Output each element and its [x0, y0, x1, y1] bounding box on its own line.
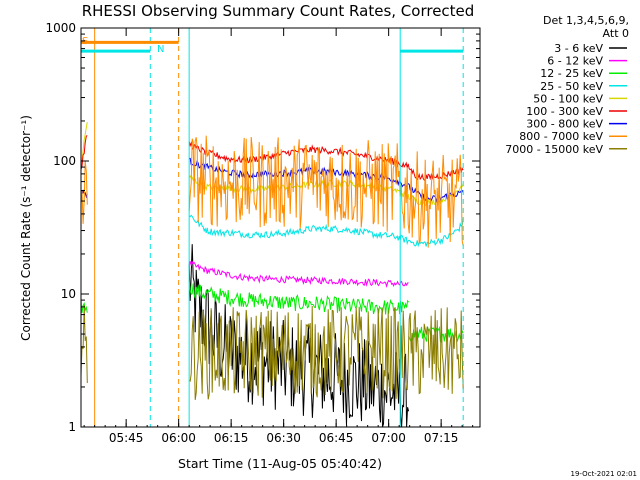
y-tick-label: 1000 — [45, 21, 76, 35]
series-6-12-kev — [188, 260, 409, 288]
x-tick-label: 07:15 — [424, 431, 459, 445]
legend-label: 12 - 25 keV — [540, 67, 603, 80]
series-line — [188, 214, 464, 248]
y-tick-label: 100 — [53, 154, 76, 168]
series-line — [188, 135, 464, 248]
x-tick-label: 06:30 — [266, 431, 301, 445]
legend-label: 7000 - 15000 keV — [505, 143, 603, 156]
series-line — [80, 299, 88, 313]
vertical-lines-group — [94, 28, 464, 427]
legend-label: 6 - 12 keV — [547, 55, 603, 68]
chart-title: RHESSI Observing Summary Count Rates, Co… — [82, 2, 475, 20]
y-axis-label: Corrected Count Rate (s⁻¹ detector⁻¹) — [19, 115, 33, 341]
legend-label: 800 - 7000 keV — [519, 130, 603, 143]
series-line — [80, 135, 88, 170]
flag-bars-group: S N — [81, 36, 464, 55]
legend-label: 25 - 50 keV — [540, 80, 603, 93]
x-tick-label: 06:45 — [319, 431, 354, 445]
series-7000-15000-kev — [80, 305, 464, 400]
series-12-25-kev — [80, 280, 464, 343]
timestamp: 19-Oct-2021 02:01 — [571, 470, 637, 478]
legend-label: 300 - 800 keV — [526, 118, 603, 131]
x-axis-label: Start Time (11-Aug-05 05:40:42) — [178, 456, 382, 471]
x-tick-label: 05:45 — [109, 431, 144, 445]
x-tick-label: 07:00 — [371, 431, 406, 445]
axes-group: 1 10 100 1000 05:45 06:00 06:15 06:30 06:45 07:00… — [45, 21, 480, 445]
y-tick-label: 1 — [68, 420, 76, 434]
series-line — [188, 280, 409, 315]
legend-header-line-2: Att 0 — [603, 27, 629, 40]
series-line — [188, 305, 464, 400]
x-tick-label: 06:15 — [214, 431, 249, 445]
legend-label: 3 - 6 keV — [554, 42, 603, 55]
series-group — [80, 122, 464, 428]
y-tick-label: 10 — [61, 287, 76, 301]
plot-area: S N 1 10 100 1000 05:45 06:00 06:15 06:30 06:45 0… — [45, 21, 481, 445]
series-line — [188, 260, 409, 288]
legend-header-line-1: Det 1,3,4,5,6,9, — [543, 14, 629, 27]
series-line — [80, 161, 88, 224]
legend-label: 50 - 100 keV — [533, 92, 603, 105]
series-line — [80, 305, 88, 384]
flag-n-marker: N — [157, 44, 164, 55]
x-tick-label: 06:00 — [161, 431, 196, 445]
series-25-50-kev — [188, 214, 464, 248]
series-800-7000-kev — [80, 135, 464, 248]
series-line — [188, 175, 464, 206]
plot-frame — [80, 27, 481, 428]
legend-label: 100 - 300 keV — [526, 105, 603, 118]
series-line — [80, 122, 88, 167]
